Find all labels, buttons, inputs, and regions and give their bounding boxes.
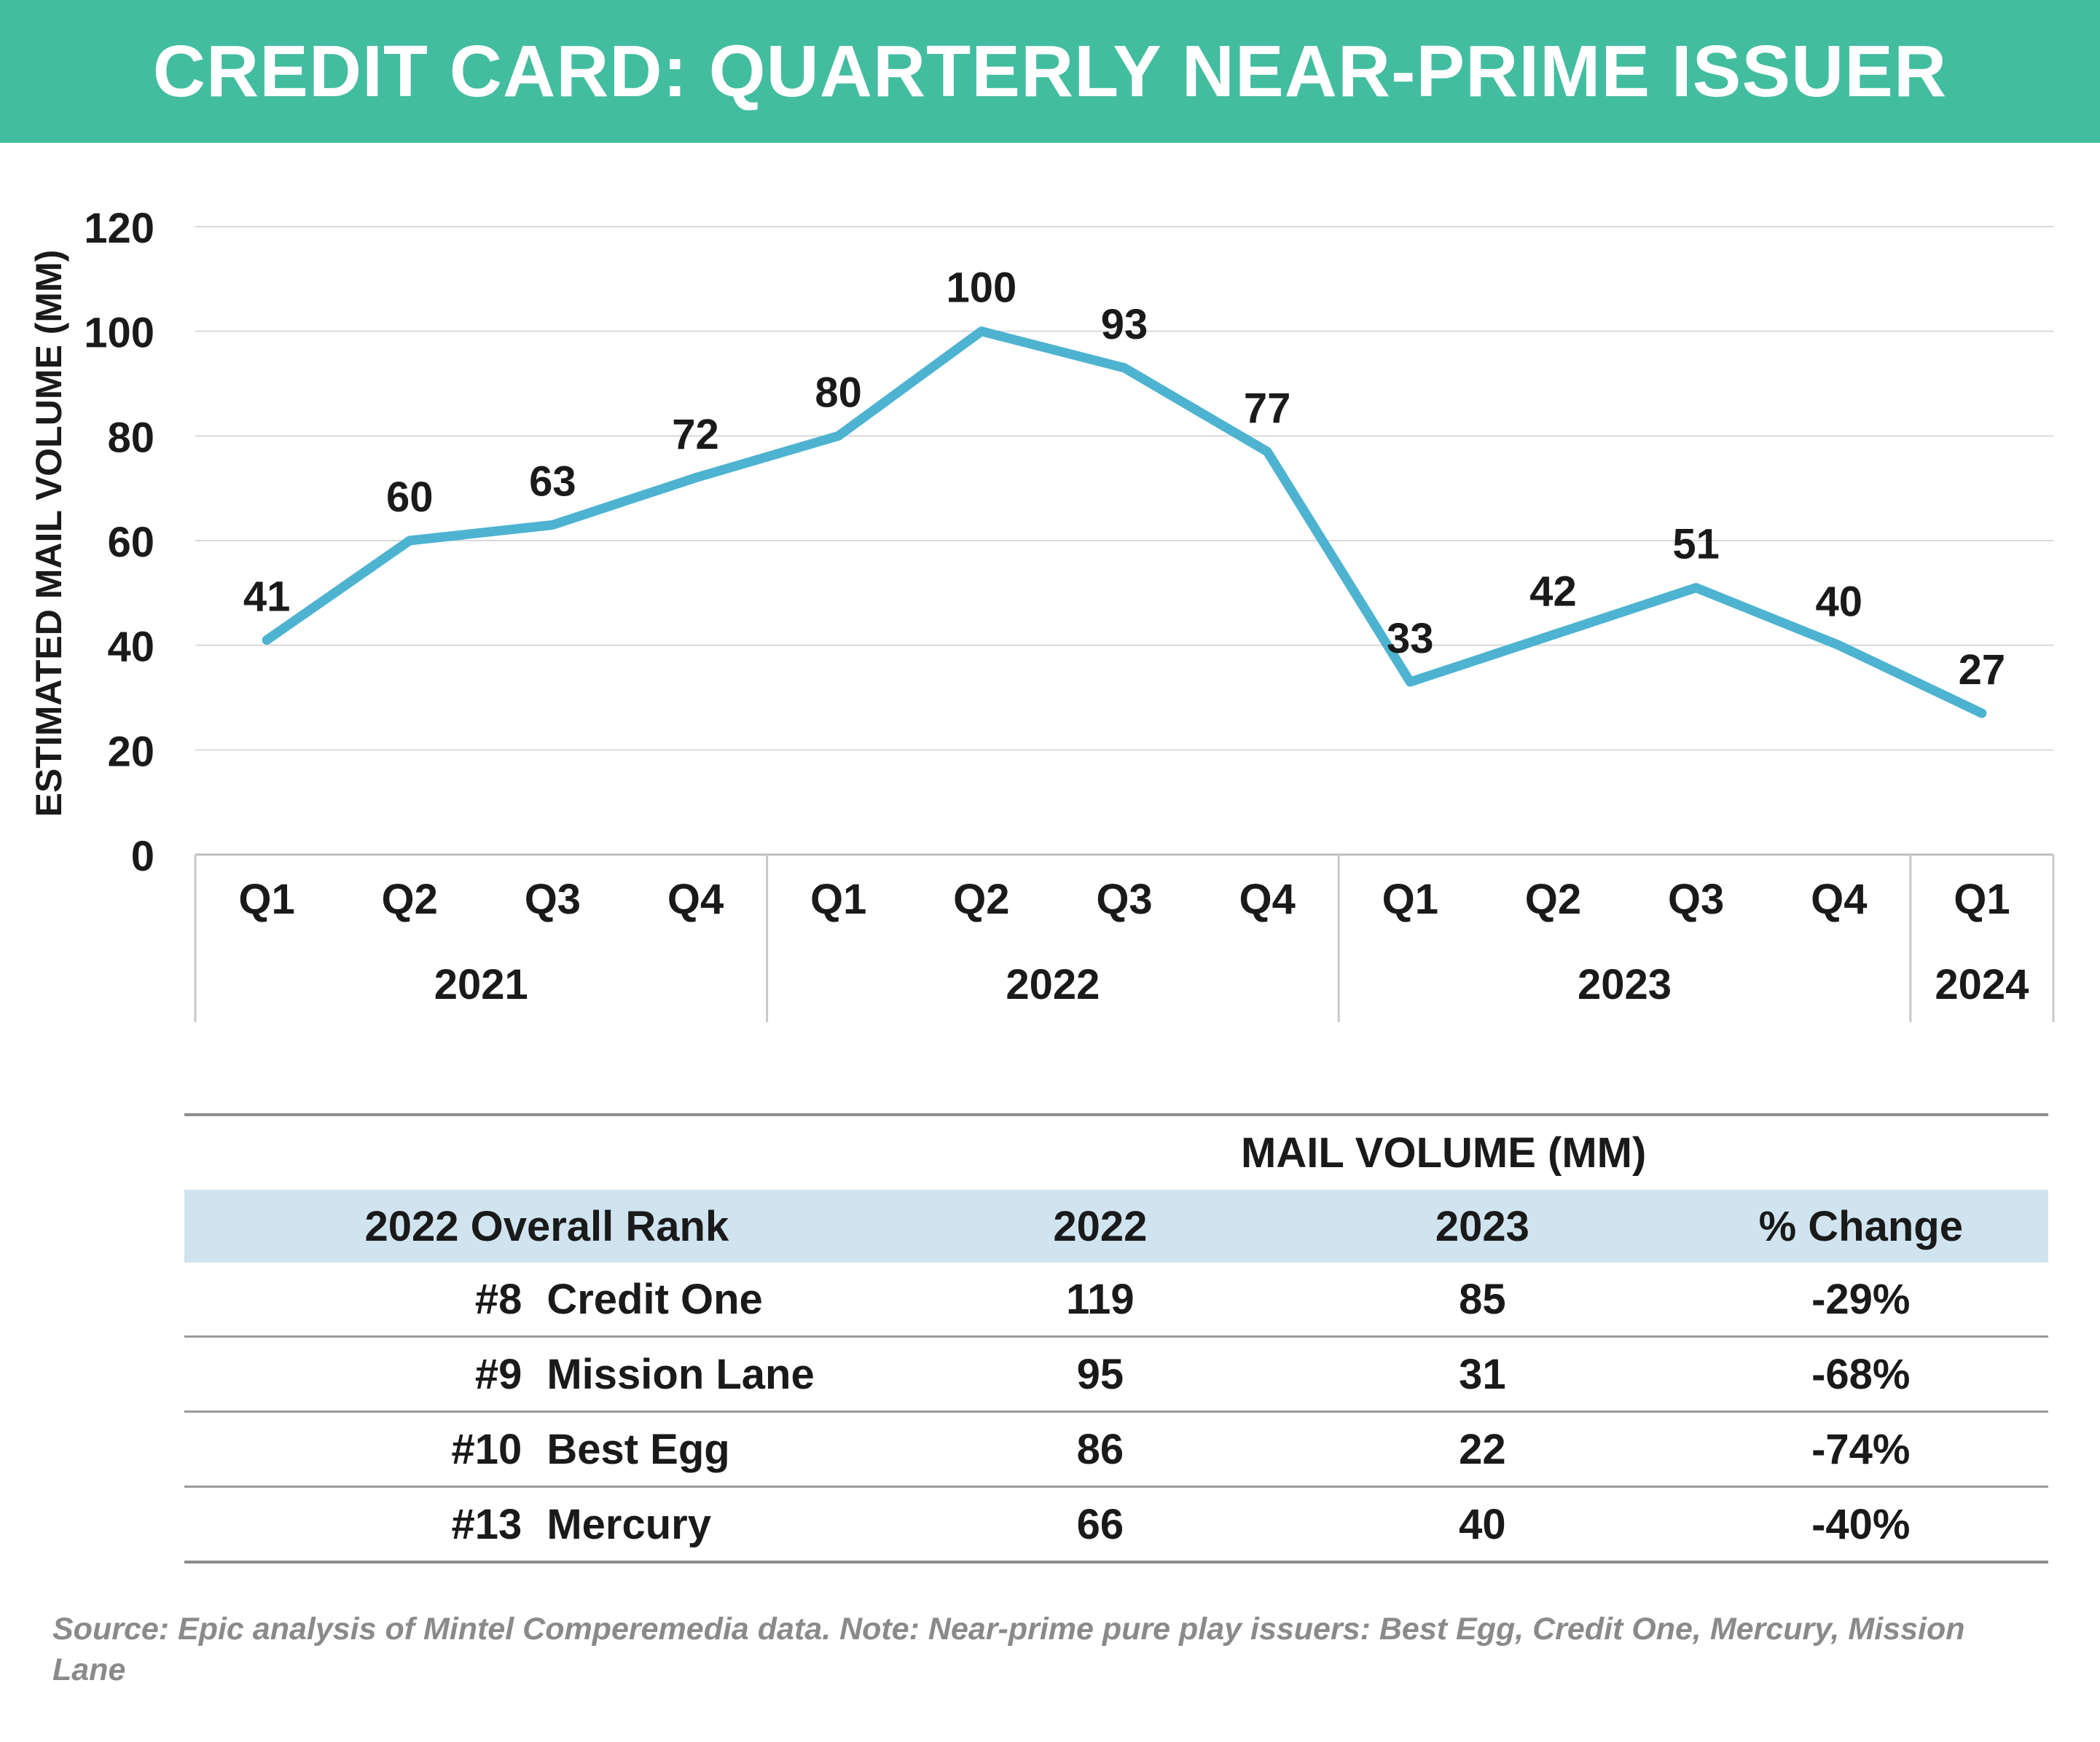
data-label: 27 (1959, 646, 2006, 694)
volume-2023-cell: 22 (1291, 1411, 1674, 1488)
data-label: 60 (386, 474, 434, 521)
x-tick-label: Q4 (667, 876, 724, 923)
volume-2023-cell: 31 (1291, 1336, 1674, 1413)
table-row: #9 Mission Lane 95 31 -68% (184, 1336, 2048, 1413)
volume-2023-cell: 85 (1291, 1263, 1674, 1338)
data-label: 33 (1387, 615, 1434, 662)
header-2023: 2023 (1291, 1190, 1674, 1263)
x-tick-label: Q2 (953, 876, 1009, 923)
rank-cell: #9 (184, 1336, 547, 1413)
volume-2022-cell: 95 (909, 1336, 1292, 1413)
year-group-label: 2022 (1006, 961, 1100, 1008)
table-group-header: MAIL VOLUME (MM) (184, 1113, 2048, 1190)
year-group-label: 2023 (1578, 961, 1672, 1008)
issuer-table: MAIL VOLUME (MM) 2022 Overall Rank 2022 … (184, 1113, 2048, 1564)
issuer-data-table: 2022 Overall Rank 2022 2023 % Change #8 … (184, 1190, 2048, 1564)
x-tick-label: Q1 (810, 876, 866, 923)
y-tick-label: 40 (107, 624, 154, 671)
issuer-name-cell: Credit One (546, 1263, 909, 1338)
x-tick-label: Q1 (1382, 876, 1438, 923)
x-tick-label: Q3 (1668, 876, 1724, 923)
issuer-name-cell: Best Egg (546, 1411, 909, 1488)
x-tick-label: Q4 (1239, 876, 1295, 923)
volume-2023-cell: 40 (1291, 1486, 1674, 1564)
data-label: 80 (815, 369, 862, 416)
y-tick-label: 60 (107, 519, 154, 566)
chart-title: CREDIT CARD: QUARTERLY NEAR-PRIME ISSUER… (152, 31, 1948, 255)
volume-2022-cell: 86 (909, 1411, 1292, 1488)
data-label: 63 (529, 458, 576, 505)
x-tick-label: Q2 (382, 876, 438, 923)
data-label: 40 (1816, 578, 1863, 626)
data-label: 100 (946, 264, 1016, 312)
header-rank: 2022 Overall Rank (184, 1190, 909, 1263)
data-label: 93 (1101, 301, 1148, 348)
title-banner: CREDIT CARD: QUARTERLY NEAR-PRIME ISSUER… (0, 0, 2100, 255)
rank-cell: #13 (184, 1486, 547, 1564)
data-label: 41 (243, 573, 291, 620)
y-tick-label: 20 (107, 728, 154, 775)
table-row: #10 Best Egg 86 22 -74% (184, 1411, 2048, 1488)
year-group-label: 2021 (434, 961, 528, 1008)
x-tick-label: Q2 (1525, 876, 1581, 923)
group-header-label: MAIL VOLUME (MM) (1241, 1129, 1647, 1177)
rank-cell: #8 (184, 1263, 547, 1338)
x-tick-label: Q3 (1096, 876, 1152, 923)
x-tick-label: Q3 (525, 876, 581, 923)
y-tick-label: 100 (84, 310, 154, 357)
data-label: 72 (672, 411, 719, 458)
y-tick-label: 0 (131, 833, 154, 880)
pct-change-cell: -29% (1673, 1263, 2048, 1338)
table-header-row: 2022 Overall Rank 2022 2023 % Change (184, 1190, 2048, 1263)
issuer-name-cell: Mercury (546, 1486, 909, 1564)
series-line (262, 326, 1987, 718)
y-tick-label: 120 (84, 205, 154, 252)
issuer-name-cell: Mission Lane (546, 1336, 909, 1413)
x-tick-label: Q4 (1811, 876, 1867, 923)
volume-2022-cell: 119 (909, 1263, 1292, 1338)
year-group-label: 2024 (1935, 961, 2029, 1008)
pct-change-cell: -68% (1673, 1336, 2048, 1413)
data-label: 51 (1672, 521, 1720, 568)
data-label: 77 (1244, 385, 1291, 432)
header-pct-change: % Change (1673, 1190, 2048, 1263)
line-chart: 0 20 40 60 80 100 120 ESTIMATED MAIL VOLUME (MM… (28, 205, 2055, 1022)
pct-change-cell: -40% (1673, 1486, 2048, 1564)
pct-change-cell: -74% (1673, 1411, 2048, 1488)
table-row: #13 Mercury 66 40 -40% (184, 1486, 2048, 1564)
source-footnote: Source: Epic analysis of Mintel Comperem… (52, 1612, 1965, 1687)
rank-cell: #10 (184, 1411, 547, 1488)
header-2022: 2022 (909, 1190, 1292, 1263)
volume-2022-cell: 66 (909, 1486, 1292, 1564)
data-label: 42 (1529, 568, 1577, 615)
y-axis-label: ESTIMATED MAIL VOLUME (MM) (28, 250, 69, 817)
table-row: #8 Credit One 119 85 -29% (184, 1263, 2048, 1338)
x-tick-label: Q1 (1954, 876, 2010, 923)
x-tick-label: Q1 (238, 876, 294, 923)
y-tick-label: 80 (107, 414, 154, 461)
